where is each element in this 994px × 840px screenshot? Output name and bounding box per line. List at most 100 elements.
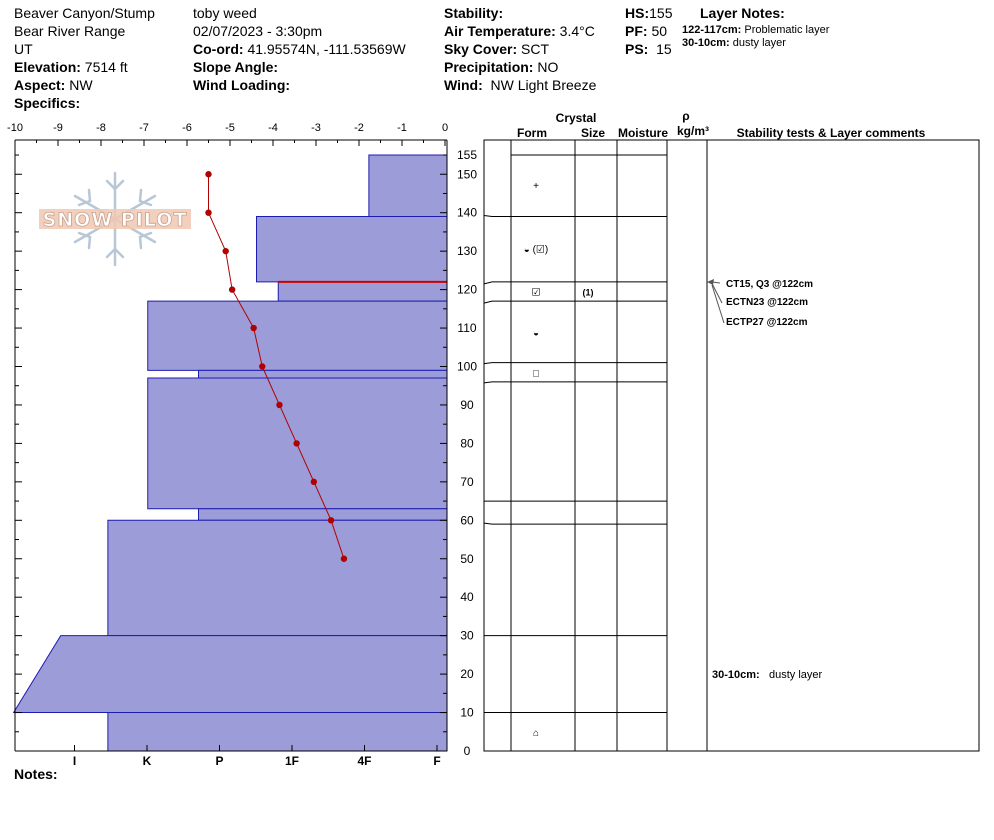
hardness-layer	[107, 712, 448, 752]
temp-point	[222, 247, 229, 255]
temp-tick-label: -4	[268, 122, 278, 134]
temp-tick-label: -3	[311, 122, 321, 134]
layer-notes-title: Layer Notes:	[700, 5, 785, 21]
hardness-tick-label: 4F	[357, 754, 371, 768]
hardness-layer	[198, 508, 448, 521]
temp-tick-label: 0	[442, 122, 448, 134]
air-temp-label: Air Temperature:	[444, 23, 556, 39]
aspect-value: NW	[69, 77, 93, 93]
specifics-field: Specifics:	[14, 94, 80, 112]
temp-tick-label: -9	[53, 122, 63, 134]
strat-header-rho: ρ	[682, 109, 689, 123]
hardness-profile	[12, 154, 448, 752]
hardness-tick-label: K	[143, 754, 152, 768]
layer-connector	[483, 300, 511, 304]
observer-name: toby weed	[193, 5, 257, 21]
temp-point	[327, 517, 335, 524]
ps-value: 15	[656, 41, 672, 57]
hardness-layer	[12, 635, 448, 714]
temperature-profile-points	[205, 171, 348, 562]
depth-tick-label: 110	[457, 321, 476, 335]
wind-loading-label: Wind Loading:	[193, 77, 291, 93]
stratigraphy-table: Crystal Form Size Moisture ρkg/m³ Stability t…	[483, 109, 980, 752]
strat-header-moisture: Moisture	[618, 126, 668, 140]
strat-header-crystal: Crystal	[556, 111, 597, 125]
layer-grain-form: □	[533, 368, 539, 379]
depth-tick-label: 80	[460, 436, 474, 450]
temp-tick-label: -2	[354, 122, 364, 134]
temp-tick-label: -10	[7, 122, 23, 134]
hardness-layer	[107, 519, 448, 637]
depth-tick-label: 20	[460, 667, 474, 681]
slope-angle-label: Slope Angle:	[193, 59, 279, 75]
wind-value: NW Light Breeze	[490, 77, 597, 93]
temp-point	[340, 555, 348, 562]
layer-grain-form: ◒ (☑)	[524, 245, 548, 256]
coord-label: Co-ord:	[193, 41, 244, 57]
air-temp-field: Air Temperature: 3.4°C	[444, 22, 595, 40]
depth-tick-label: 30	[460, 629, 474, 643]
stability-test: ECTP27 @122cm	[726, 317, 808, 328]
wind-label: Wind:	[444, 77, 483, 93]
state: UT	[14, 41, 33, 57]
depth-tick-label: 155	[457, 148, 477, 162]
hs-value: 155	[649, 5, 673, 21]
layer-connector	[483, 281, 511, 285]
layer-note: 30-10cm: dusty layer	[682, 37, 786, 50]
layer-connector	[483, 522, 511, 525]
hardness-layer	[147, 300, 448, 371]
precipitation-field: Precipitation: NO	[444, 58, 558, 76]
temp-point	[259, 363, 266, 370]
temp-tick-label: -5	[225, 122, 235, 134]
stability-test-arrow	[707, 279, 714, 285]
aspect-field: Aspect: NW	[14, 76, 93, 94]
aspect-label: Aspect:	[14, 77, 66, 93]
temp-point	[293, 440, 300, 447]
precipitation-value: NO	[537, 59, 559, 75]
notes-label: Notes:	[14, 766, 58, 782]
depth-tick-label: 100	[457, 360, 477, 374]
hardness-tick-label: P	[215, 754, 223, 768]
depth-tick-label: 70	[460, 475, 474, 489]
layer-comment-text: dusty layer	[769, 669, 823, 681]
depth-tick-label: 10	[460, 706, 474, 720]
layer-grain-form: +	[533, 181, 539, 192]
pf-value: 50	[651, 23, 668, 39]
wind-loading-field: Wind Loading:	[193, 76, 290, 94]
hardness-layer	[256, 216, 448, 283]
temp-point	[228, 286, 236, 293]
hardness-tick-label: F	[433, 754, 440, 768]
layer-note-text: Problematic layer	[744, 24, 830, 36]
strat-header-size: Size	[581, 126, 605, 140]
depth-tick-label: 0	[464, 744, 471, 758]
stability-test: ECTN23 @122cm	[726, 297, 808, 308]
left-axes: -10 -9 -8 -7 -6 -5 -4 -3 -2 -1 0010203040506070809…	[7, 122, 477, 768]
ps-label: PS:	[625, 41, 649, 57]
stability-test-pointer	[711, 283, 723, 304]
strat-frame	[483, 139, 980, 752]
depth-tick-label: 150	[457, 167, 477, 181]
temp-tick-label: -7	[139, 122, 149, 134]
specifics-label: Specifics:	[14, 95, 81, 111]
hardness-layer	[368, 154, 448, 218]
temp-point	[205, 171, 212, 178]
temp-point	[276, 401, 283, 409]
layer-connector	[483, 215, 511, 218]
air-temp-value: 3.4°C	[559, 23, 595, 39]
layer-connector	[483, 362, 511, 365]
layer-note-range: 30-10cm:	[682, 37, 730, 49]
pf-field: PF: 50	[625, 22, 667, 40]
observation-datetime: 02/07/2023 - 3:30pm	[193, 23, 323, 39]
temp-tick-label: -6	[182, 122, 192, 134]
slope-angle-field: Slope Angle:	[193, 58, 278, 76]
stability-test: CT15, Q3 @122cm	[726, 279, 813, 290]
strat-header-form: Form	[517, 126, 547, 140]
temp-tick-label: -1	[397, 122, 407, 134]
hs-label: HS:	[625, 5, 650, 21]
coord-field: Co-ord: 41.95574N, -111.53569W	[193, 40, 406, 58]
layer-note-range: 122-117cm:	[682, 24, 742, 36]
layer-grain-form: ◒	[533, 328, 539, 339]
elevation-field: Elevation: 7514 ft	[14, 58, 128, 76]
wind-field: Wind: NW Light Breeze	[444, 76, 596, 94]
